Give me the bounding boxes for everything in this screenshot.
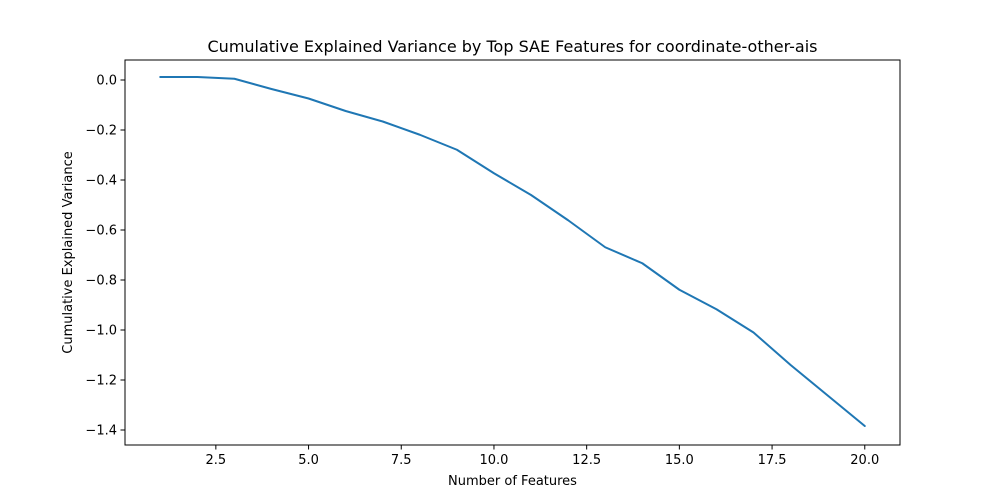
y-axis-ticks: 0.0 −0.2 −0.4 −0.6 −0.8 −1.0 −1.2 −1.4 (85, 74, 125, 439)
y-tick-label: −1.4 (85, 424, 117, 439)
x-tick-label: 5.0 (298, 453, 319, 468)
x-tick-label: 7.5 (391, 453, 412, 468)
y-tick-label: −0.8 (85, 274, 117, 289)
x-tick-label: 20.0 (850, 453, 879, 468)
y-tick-label: −1.0 (85, 324, 117, 339)
series-line-0 (159, 76, 866, 427)
plot-marks (159, 76, 866, 427)
plot-frame (124, 59, 901, 446)
y-tick-label: −0.6 (85, 224, 117, 239)
x-tick-label: 2.5 (206, 453, 227, 468)
x-axis-label: Number of Features (448, 474, 577, 489)
y-tick-label: 0.0 (96, 74, 117, 89)
x-tick-label: 17.5 (758, 453, 787, 468)
y-tick-label: −0.4 (85, 174, 117, 189)
x-tick-label: 15.0 (665, 453, 694, 468)
x-axis-ticks: 2.5 5.0 7.5 10.0 12.5 15.0 17.5 20.0 (206, 445, 879, 468)
y-axis-label: Cumulative Explained Variance (61, 151, 76, 353)
y-tick-label: −1.2 (85, 374, 117, 389)
x-tick-label: 12.5 (572, 453, 601, 468)
chart-title: Cumulative Explained Variance by Top SAE… (208, 37, 818, 56)
x-tick-label: 10.0 (479, 453, 508, 468)
y-tick-label: −0.2 (85, 124, 117, 139)
